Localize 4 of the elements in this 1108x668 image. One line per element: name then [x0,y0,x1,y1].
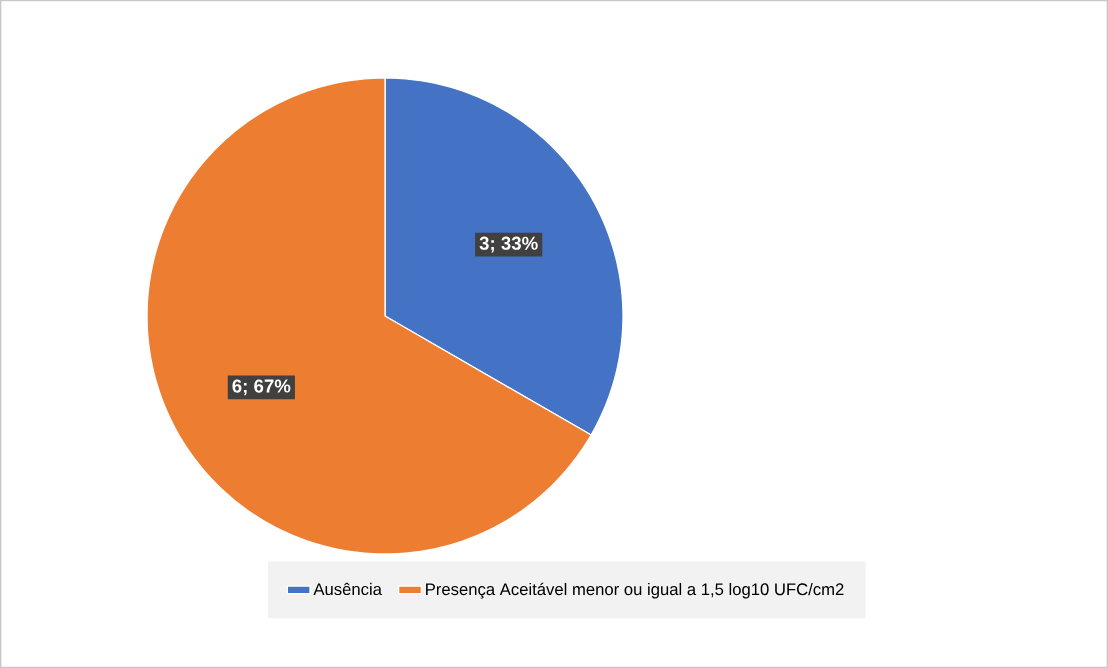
data-label: 3; 33% [479,236,538,253]
data-label: 6; 67% [232,379,291,396]
legend-label: Presença Aceitável menor ou igual a 1,5 log10 UFC/cm2 [426,582,844,599]
legend-label: Ausência [313,582,382,596]
